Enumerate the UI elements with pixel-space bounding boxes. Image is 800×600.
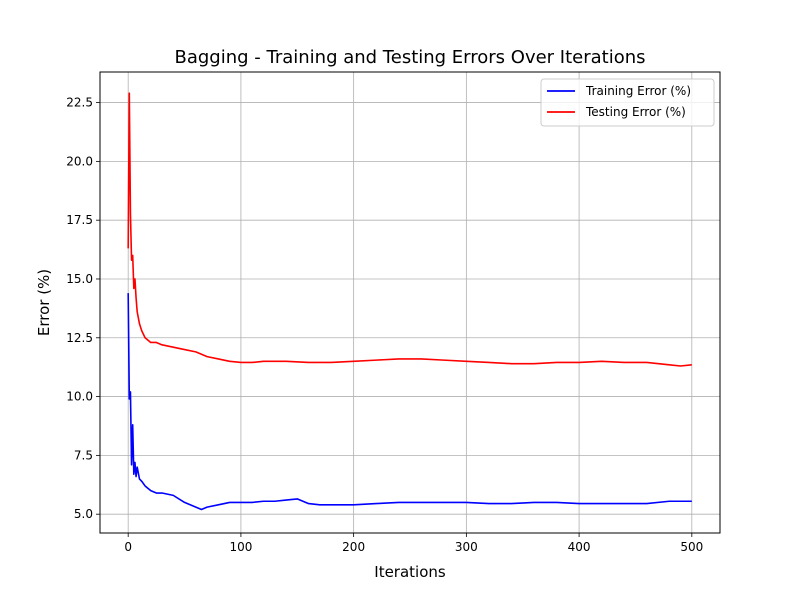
chart-title: Bagging - Training and Testing Errors Ov… (174, 47, 645, 68)
y-tick-label: 17.5 (66, 213, 93, 227)
legend: Training Error (%) Testing Error (%) (540, 78, 715, 127)
y-tick-label: 20.0 (66, 154, 93, 168)
y-tick-label: 22.5 (66, 96, 93, 110)
series-line-testing-error (127, 92, 692, 367)
series-line-training-error (127, 293, 692, 511)
grid (100, 72, 720, 533)
ticks: 0 100 200 300 400 500 5.0 7.5 10.0 12.5 15.0 17.5 20… (66, 96, 703, 554)
x-tick-label: 400 (568, 540, 591, 554)
x-axis-label: Iterations (374, 563, 446, 581)
x-tick-label: 500 (680, 540, 703, 554)
y-tick-label: 15.0 (66, 272, 93, 286)
y-axis-label: Error (%) (35, 269, 53, 336)
x-tick-label: 300 (455, 540, 478, 554)
x-tick-label: 100 (229, 540, 252, 554)
y-tick-label: 5.0 (74, 507, 93, 521)
legend-box (540, 78, 715, 127)
y-tick-label: 7.5 (74, 448, 93, 462)
x-tick-label: 200 (342, 540, 365, 554)
y-tick-label: 10.0 (66, 390, 93, 404)
series-layer (127, 92, 692, 511)
x-tick-label: 0 (124, 540, 132, 554)
legend-entry-label: Testing Error (%) (585, 105, 686, 119)
plot-frame (99, 71, 721, 534)
y-tick-label: 12.5 (66, 331, 93, 345)
legend-entry-label: Training Error (%) (585, 84, 691, 98)
